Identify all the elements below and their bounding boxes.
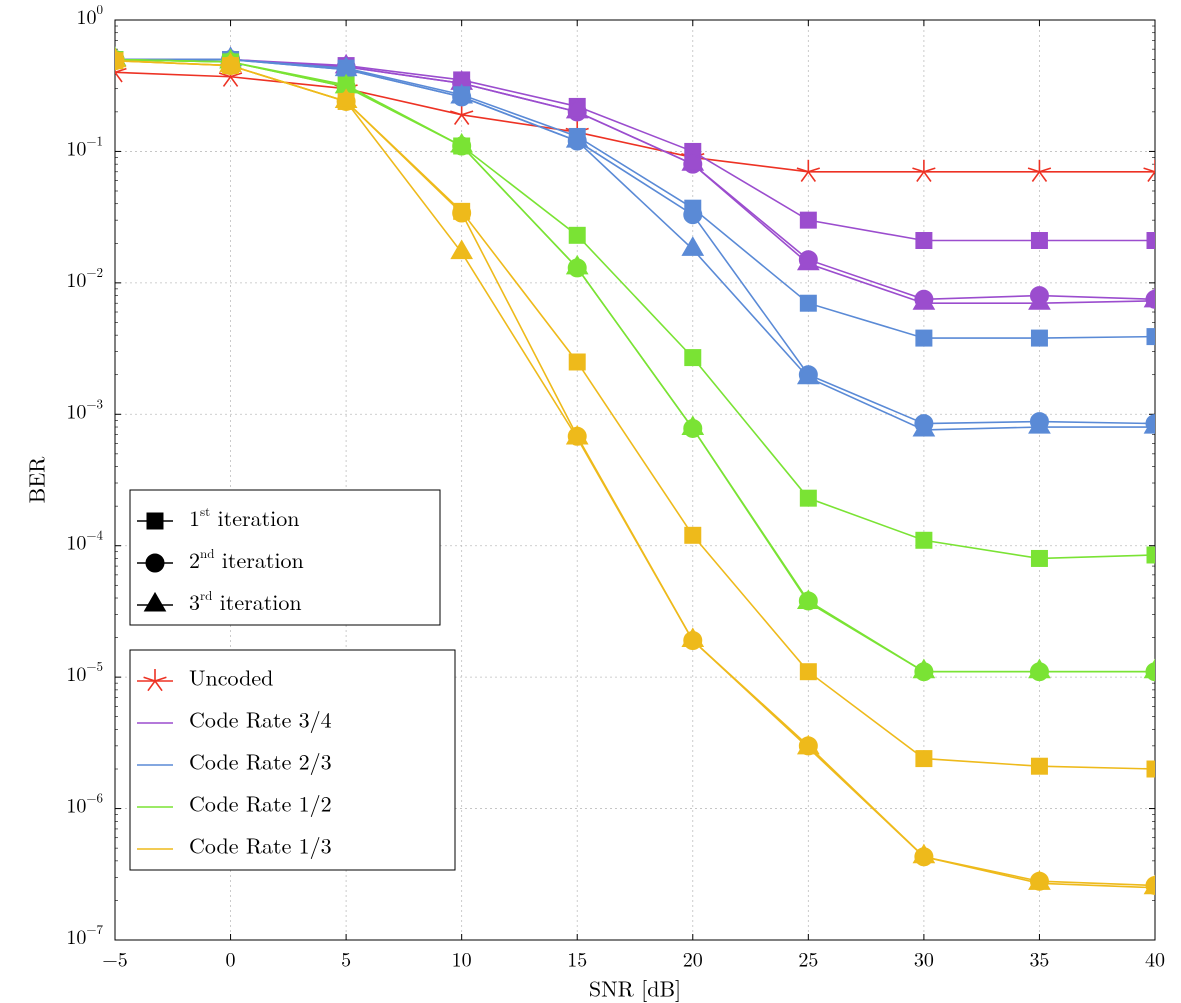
svg-text:10−7: 10−7 xyxy=(66,919,103,951)
svg-text:Code Rate 1/2: Code Rate 1/2 xyxy=(189,788,332,819)
svg-text:40: 40 xyxy=(1145,943,1165,972)
svg-text:100: 100 xyxy=(77,0,104,30)
svg-text:10−3: 10−3 xyxy=(66,393,103,425)
svg-text:SNR [dB]: SNR [dB] xyxy=(589,973,681,1003)
svg-text:10−6: 10−6 xyxy=(66,787,103,819)
svg-text:10−2: 10−2 xyxy=(66,262,103,294)
svg-text:35: 35 xyxy=(1029,943,1049,972)
svg-text:10−5: 10−5 xyxy=(66,656,103,688)
svg-text:−5: −5 xyxy=(102,943,128,972)
svg-text:10: 10 xyxy=(452,943,472,972)
svg-text:Code Rate 1/3: Code Rate 1/3 xyxy=(189,830,332,861)
svg-text:20: 20 xyxy=(683,943,703,972)
svg-text:10−4: 10−4 xyxy=(66,525,103,557)
svg-text:15: 15 xyxy=(567,943,587,972)
svg-text:BER: BER xyxy=(21,456,52,504)
svg-text:10−1: 10−1 xyxy=(66,130,103,162)
svg-text:25: 25 xyxy=(798,943,818,972)
svg-text:5: 5 xyxy=(341,943,351,972)
svg-text:30: 30 xyxy=(914,943,934,972)
svg-text:Code Rate 2/3: Code Rate 2/3 xyxy=(189,746,332,777)
svg-text:Code Rate 3/4: Code Rate 3/4 xyxy=(189,704,332,735)
ber-vs-snr-chart: −5 0 5 10 15 20 25 30 35 40 10−7 10−6 10−5 10−4 10−3 10… xyxy=(0,0,1181,1003)
svg-text:Uncoded: Uncoded xyxy=(189,662,273,693)
svg-text:0: 0 xyxy=(226,943,236,972)
